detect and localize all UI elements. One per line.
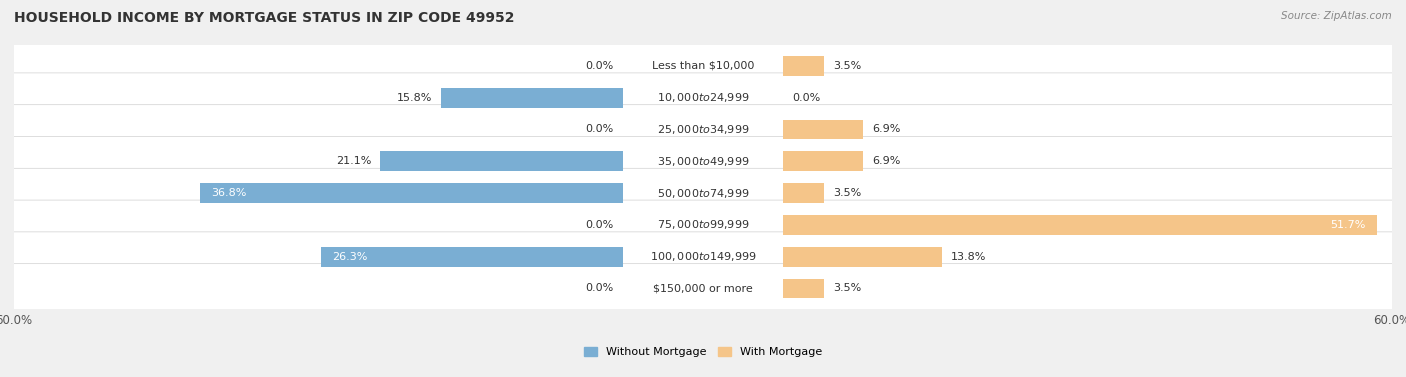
Bar: [783, 56, 824, 76]
Text: 13.8%: 13.8%: [950, 252, 987, 262]
FancyBboxPatch shape: [4, 264, 1402, 313]
FancyBboxPatch shape: [4, 136, 1402, 186]
Bar: [200, 183, 623, 203]
Text: 51.7%: 51.7%: [1330, 220, 1365, 230]
Text: 26.3%: 26.3%: [332, 252, 367, 262]
Text: $25,000 to $34,999: $25,000 to $34,999: [657, 123, 749, 136]
Text: $10,000 to $24,999: $10,000 to $24,999: [657, 91, 749, 104]
Text: 6.9%: 6.9%: [872, 156, 900, 166]
Text: 3.5%: 3.5%: [832, 188, 860, 198]
Bar: [783, 247, 942, 267]
Bar: [783, 183, 824, 203]
Text: 0.0%: 0.0%: [585, 124, 613, 135]
FancyBboxPatch shape: [4, 232, 1402, 282]
Text: HOUSEHOLD INCOME BY MORTGAGE STATUS IN ZIP CODE 49952: HOUSEHOLD INCOME BY MORTGAGE STATUS IN Z…: [14, 11, 515, 25]
Text: 0.0%: 0.0%: [793, 93, 821, 103]
Bar: [783, 279, 824, 298]
Text: 15.8%: 15.8%: [396, 93, 432, 103]
Text: 0.0%: 0.0%: [585, 61, 613, 71]
Text: $50,000 to $74,999: $50,000 to $74,999: [657, 187, 749, 199]
Text: $75,000 to $99,999: $75,000 to $99,999: [657, 218, 749, 231]
Text: 0.0%: 0.0%: [585, 284, 613, 293]
Bar: [783, 152, 863, 171]
Text: $100,000 to $149,999: $100,000 to $149,999: [650, 250, 756, 263]
Bar: [381, 152, 623, 171]
Text: 3.5%: 3.5%: [832, 61, 860, 71]
FancyBboxPatch shape: [4, 168, 1402, 218]
Legend: Without Mortgage, With Mortgage: Without Mortgage, With Mortgage: [579, 343, 827, 362]
FancyBboxPatch shape: [4, 73, 1402, 123]
Text: $35,000 to $49,999: $35,000 to $49,999: [657, 155, 749, 168]
Text: Less than $10,000: Less than $10,000: [652, 61, 754, 71]
FancyBboxPatch shape: [4, 200, 1402, 250]
Bar: [321, 247, 623, 267]
Text: 21.1%: 21.1%: [336, 156, 371, 166]
Text: 36.8%: 36.8%: [211, 188, 247, 198]
Text: 6.9%: 6.9%: [872, 124, 900, 135]
Text: Source: ZipAtlas.com: Source: ZipAtlas.com: [1281, 11, 1392, 21]
Bar: [441, 88, 623, 107]
Bar: [783, 215, 1376, 235]
FancyBboxPatch shape: [4, 41, 1402, 91]
Text: 0.0%: 0.0%: [585, 220, 613, 230]
FancyBboxPatch shape: [4, 105, 1402, 154]
Bar: [783, 120, 863, 139]
Text: $150,000 or more: $150,000 or more: [654, 284, 752, 293]
Text: 3.5%: 3.5%: [832, 284, 860, 293]
